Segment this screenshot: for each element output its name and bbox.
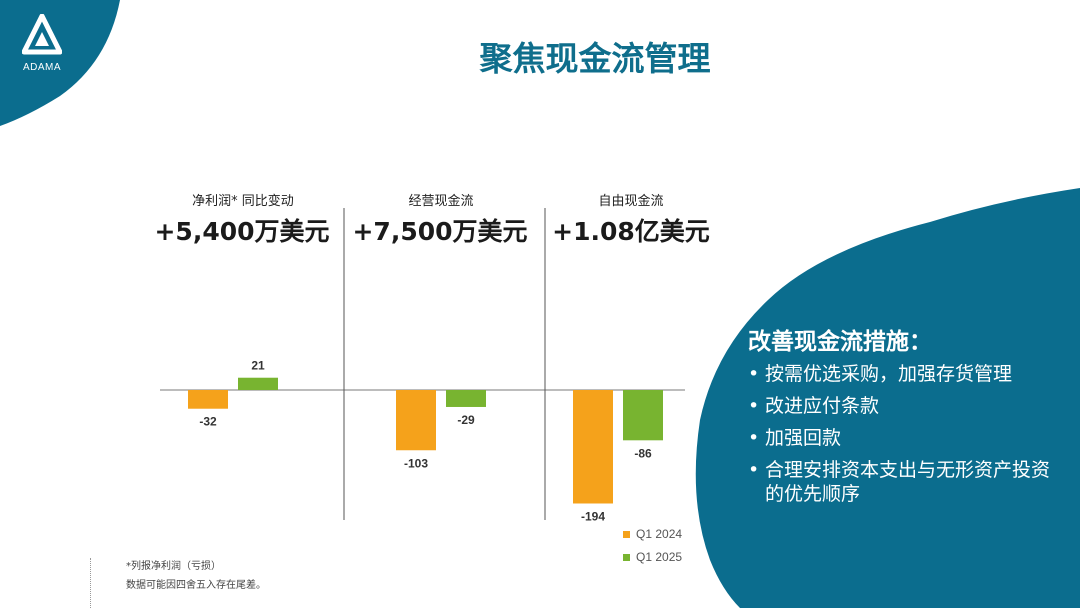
bar-value-label: -194 bbox=[581, 509, 605, 523]
measure-item: 改进应付条款 bbox=[748, 394, 1065, 418]
logo-text: ADAMA bbox=[22, 62, 62, 73]
bar-q1-2024 bbox=[188, 390, 228, 409]
panel-label-free-cash-flow: 自由现金流 bbox=[598, 194, 664, 209]
bar-value-label: 21 bbox=[251, 359, 265, 373]
panel-value-net-income: +5,400万美元 bbox=[154, 217, 330, 246]
measure-item: 加强回款 bbox=[748, 426, 1065, 450]
bar-q1-2025 bbox=[623, 390, 663, 441]
legend-swatch-q1-2024 bbox=[623, 531, 630, 539]
legend-item-q1-2025: Q1 2025 bbox=[623, 550, 682, 564]
bar-value-label: -32 bbox=[199, 415, 217, 429]
legend-swatch-q1-2025 bbox=[623, 554, 630, 562]
legend-label-q1-2024: Q1 2024 bbox=[636, 527, 683, 541]
adama-logo-icon bbox=[21, 13, 63, 55]
footnote-rounding: 数据可能因四舍五入存在尾差。 bbox=[126, 580, 266, 591]
measure-item: 合理安排资本支出与无形资产投资的优先顺序 bbox=[748, 458, 1065, 506]
footnote-net-income: *列报净利润（亏损） bbox=[126, 561, 221, 572]
bar-q1-2024 bbox=[396, 390, 436, 451]
legend-label-q1-2025: Q1 2025 bbox=[636, 550, 683, 564]
measures-heading: 改善现金流措施： bbox=[748, 329, 932, 355]
panel-value-operating-cash-flow: +7,500万美元 bbox=[352, 217, 528, 246]
footnote-divider bbox=[90, 558, 91, 608]
bar-value-label: -29 bbox=[457, 413, 475, 427]
page-title: 聚焦现金流管理 bbox=[479, 39, 711, 78]
measure-item: 按需优选采购，加强存货管理 bbox=[748, 362, 1065, 386]
bar-value-label: -103 bbox=[404, 456, 428, 470]
bar-q1-2025 bbox=[446, 390, 486, 407]
adama-logo: ADAMA bbox=[14, 13, 70, 73]
panel-label-operating-cash-flow: 经营现金流 bbox=[408, 194, 474, 209]
measures-list: 按需优选采购，加强存货管理 改进应付条款 加强回款 合理安排资本支出与无形资产投… bbox=[748, 362, 1065, 506]
panel-value-free-cash-flow: +1.08亿美元 bbox=[552, 217, 710, 246]
bar-q1-2025 bbox=[238, 377, 278, 390]
legend-item-q1-2024: Q1 2024 bbox=[623, 527, 682, 541]
bar-value-label: -86 bbox=[634, 446, 652, 460]
panel-label-net-income: 净利润* 同比变动 bbox=[192, 194, 294, 209]
bar-q1-2024 bbox=[573, 390, 613, 504]
cash-flow-measures: 改善现金流措施： 按需优选采购，加强存货管理 改进应付条款 加强回款 合理安排资… bbox=[748, 322, 1065, 514]
